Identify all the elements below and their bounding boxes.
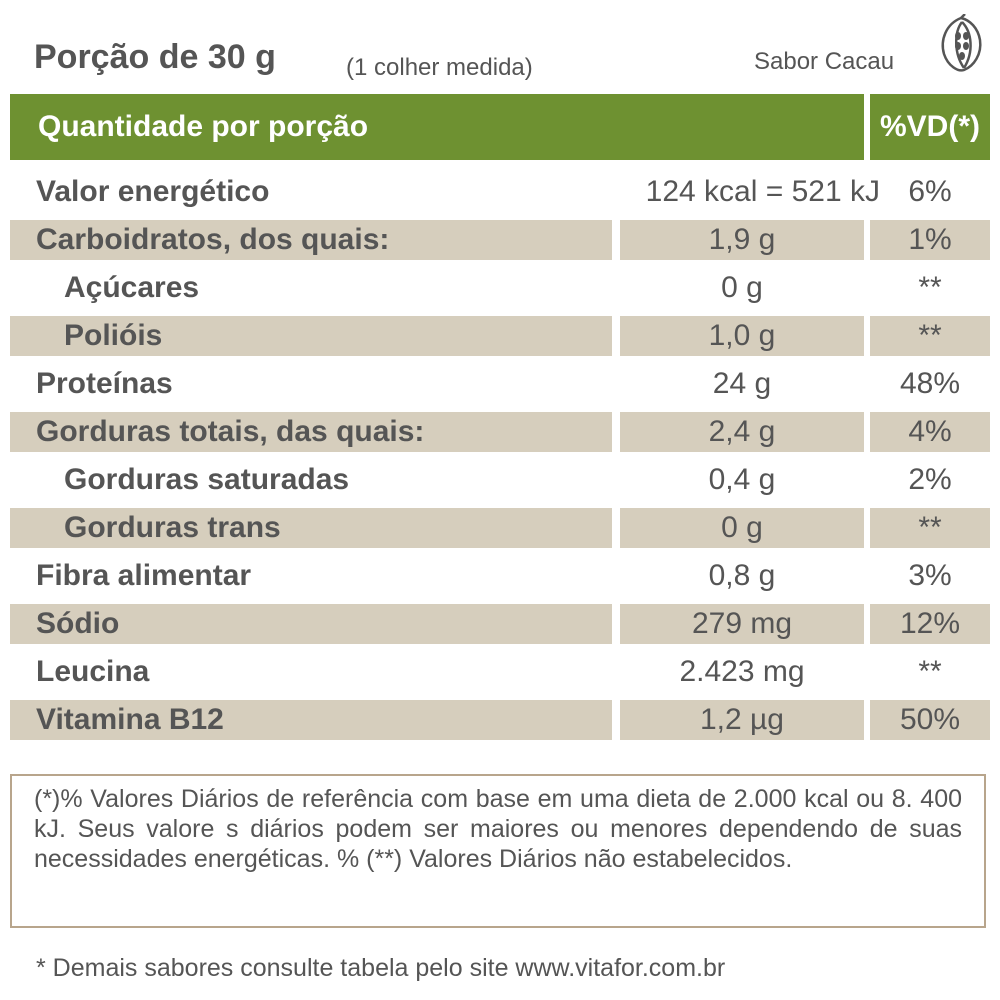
table-row: Carboidratos, dos quais: 1,9 g 1%: [10, 218, 990, 266]
row-amount: 0,8 g: [708, 559, 776, 592]
table-row: Valor energético 124 kcal = 521 kJ 6%: [10, 170, 990, 218]
table-row: Leucina 2.423 mg **: [10, 650, 990, 698]
footnote: (*)% Valores Diários de referência com b…: [10, 774, 986, 928]
header-vd-label: %VD(*): [879, 110, 980, 143]
row-amount: 1,0 g: [620, 316, 864, 356]
table-row: Vitamina B12 1,2 µg 50%: [10, 698, 990, 746]
row-amount: 279 mg: [620, 604, 864, 644]
row-vd: 6%: [908, 175, 952, 208]
portion-size: Porção de 30 g: [34, 38, 276, 76]
row-vd: 2%: [908, 463, 952, 496]
cacao-pod-icon: [941, 14, 982, 72]
table-row: Açúcares 0 g **: [10, 266, 990, 314]
row-vd: **: [918, 271, 942, 304]
row-label: Vitamina B12: [10, 700, 612, 740]
row-vd: **: [870, 508, 990, 548]
row-label: Valor energético: [36, 175, 270, 208]
row-amount: 0 g: [620, 508, 864, 548]
row-label: Gorduras trans: [10, 508, 612, 548]
table-header: Quantidade por porção %VD(*): [10, 94, 990, 160]
row-label: Sódio: [10, 604, 612, 644]
row-amount: 1,2 µg: [620, 700, 864, 740]
header-quantity-label: Quantidade por porção: [38, 110, 369, 143]
row-vd: 50%: [870, 700, 990, 740]
nutrition-table: Valor energético 124 kcal = 521 kJ 6% Ca…: [10, 170, 990, 746]
row-amount: 0,4 g: [708, 463, 776, 496]
table-row: Gorduras trans 0 g **: [10, 506, 990, 554]
row-label: Fibra alimentar: [36, 559, 252, 592]
row-amount: 1,9 g: [620, 220, 864, 260]
header-divider: [864, 94, 870, 160]
row-vd: **: [918, 655, 942, 688]
row-label: Leucina: [36, 655, 150, 688]
table-row: Gorduras saturadas 0,4 g 2%: [10, 458, 990, 506]
table-row: Sódio 279 mg 12%: [10, 602, 990, 650]
row-label: Carboidratos, dos quais:: [10, 220, 612, 260]
row-amount: 2.423 mg: [679, 655, 805, 688]
row-vd: 48%: [899, 367, 961, 400]
row-label: Gorduras saturadas: [64, 463, 350, 496]
row-label: Gorduras totais, das quais:: [10, 412, 612, 452]
table-row: Polióis 1,0 g **: [10, 314, 990, 362]
row-vd: 12%: [870, 604, 990, 644]
row-vd: 4%: [870, 412, 990, 452]
portion-note: (1 colher medida): [346, 54, 533, 81]
row-amount: 2,4 g: [620, 412, 864, 452]
flavor-label: Sabor Cacau: [754, 48, 895, 75]
row-label: Polióis: [10, 316, 612, 356]
row-amount: 124 kcal = 521 kJ: [645, 175, 880, 208]
table-row: Fibra alimentar 0,8 g 3%: [10, 554, 990, 602]
row-label: Açúcares: [64, 271, 200, 304]
table-row: Proteínas 24 g 48%: [10, 362, 990, 410]
row-vd: **: [870, 316, 990, 356]
row-amount: 24 g: [712, 367, 772, 400]
row-vd: 1%: [870, 220, 990, 260]
bottom-note: * Demais sabores consulte tabela pelo si…: [36, 954, 726, 982]
row-vd: 3%: [908, 559, 952, 592]
row-amount: 0 g: [721, 271, 763, 304]
table-row: Gorduras totais, das quais: 2,4 g 4%: [10, 410, 990, 458]
row-label: Proteínas: [36, 367, 173, 400]
